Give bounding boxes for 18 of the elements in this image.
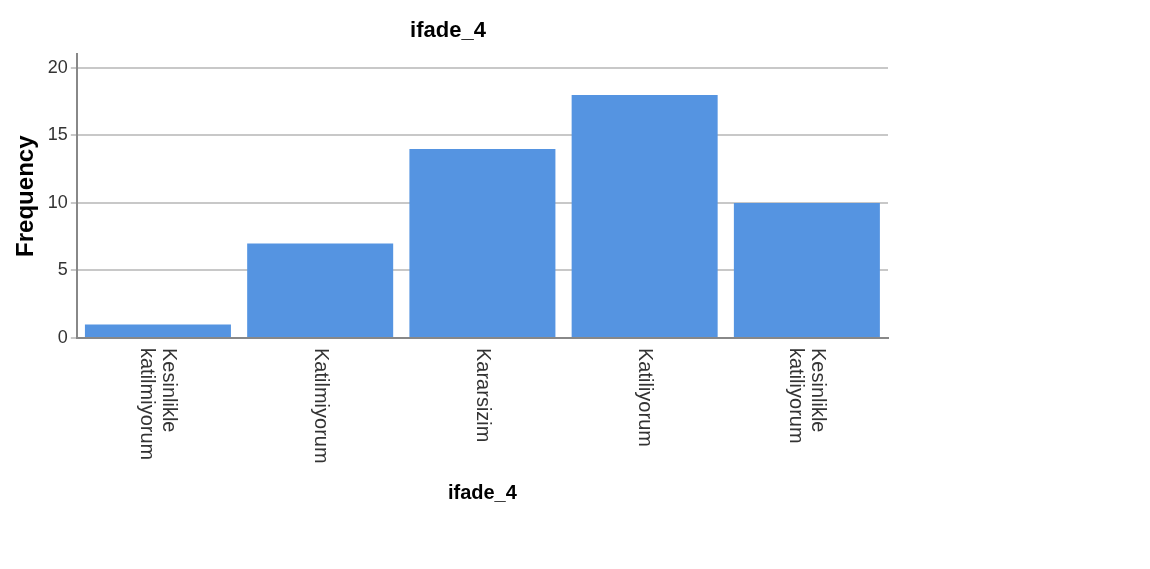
x-tick-label: Kesinlikle katilmiyorum [137, 348, 182, 461]
y-tick-label: 20 [47, 56, 68, 77]
x-axis-title: ifade_4 [447, 481, 518, 504]
chart-title: ifade_4 [410, 17, 487, 43]
bar [409, 148, 556, 337]
y-tick-label: 10 [47, 191, 68, 212]
y-tick-label: 15 [47, 124, 68, 145]
bar [571, 94, 718, 337]
y-axis-title: Frequency [11, 134, 39, 257]
bar [733, 202, 880, 337]
x-tick-label: Katilmiyorum [310, 348, 333, 464]
x-tick-label: Kararsizim [472, 348, 495, 443]
y-tick-label: 5 [57, 259, 68, 280]
bar [84, 324, 231, 337]
x-tick-label: Kesinlikle katiliyorum [786, 348, 831, 444]
x-tick-label: Katiliyorum [635, 348, 658, 447]
y-tick-label: 0 [57, 326, 68, 347]
bar [247, 243, 394, 337]
